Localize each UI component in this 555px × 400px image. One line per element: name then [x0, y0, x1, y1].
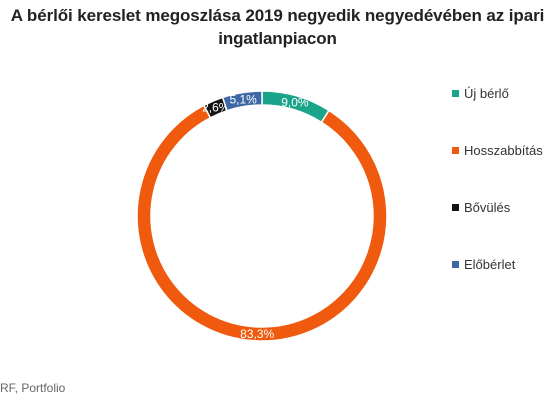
legend-label-hosszabbitas: Hosszabbítás: [464, 143, 543, 158]
legend-swatch-uj-berlo: [452, 90, 459, 97]
legend-item-bovules: Bővülés: [452, 200, 510, 215]
donut-slice-eloberlet: [221, 90, 263, 112]
source-note: RF, Portfolio: [0, 381, 66, 395]
legend-swatch-eloberlet: [452, 261, 459, 268]
data-label-bovules: 2,6%: [202, 100, 230, 114]
legend-label-uj-berlo: Új bérlő: [464, 86, 509, 101]
legend-item-hosszabbitas: Hosszabbítás: [452, 143, 543, 158]
donut-slice-hosszabbitas: [136, 104, 388, 342]
legend-swatch-hosszabbitas: [452, 147, 459, 154]
data-label-eloberlet: 5,1%: [229, 93, 257, 107]
data-label-uj-berlo: 9,0%: [281, 96, 309, 110]
chart-title-line-2: ingatlanpiacon: [218, 29, 337, 48]
legend-swatch-bovules: [452, 204, 459, 211]
chart-title-line-1: A bérlői kereslet megoszlása 2019 negyed…: [10, 6, 545, 25]
legend-item-eloberlet: Előbérlet: [452, 257, 515, 272]
legend-item-uj-berlo: Új bérlő: [452, 86, 509, 101]
chart-title: A bérlői kereslet megoszlása 2019 negyed…: [0, 4, 555, 50]
legend-label-eloberlet: Előbérlet: [464, 257, 516, 272]
data-label-hosszabbitas: 83,3%: [240, 327, 274, 341]
legend-label-bovules: Bővülés: [464, 200, 511, 215]
chart-legend: Új bérlő Hosszabbítás Bővülés Előbérlet: [452, 0, 555, 400]
